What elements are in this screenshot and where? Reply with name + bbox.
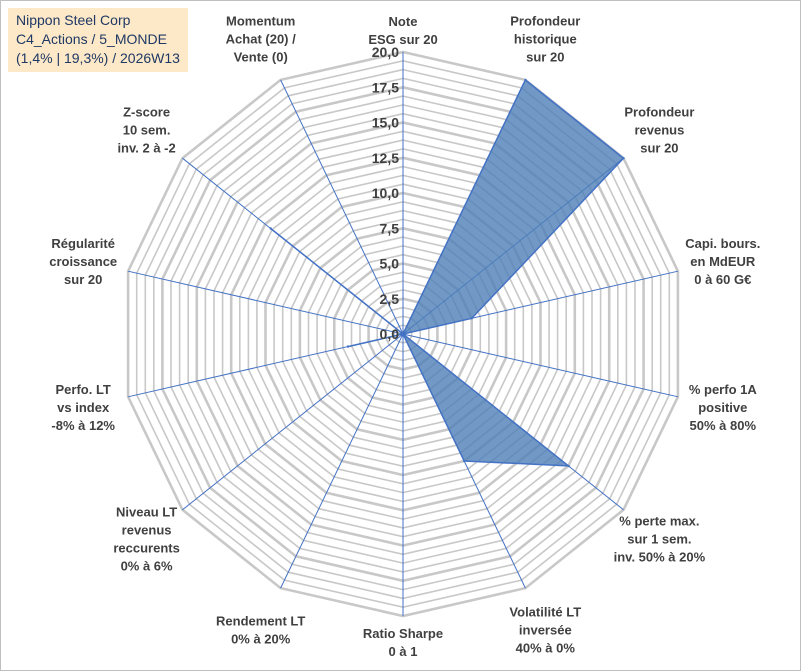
axis-label: Volatilité LT inversée 40% à 0%: [509, 605, 581, 656]
data-point: [463, 459, 466, 463]
spoke-line: [402, 333, 679, 398]
data-point: [470, 317, 473, 320]
tick-label: 10,0: [372, 185, 399, 201]
data-point: [567, 464, 570, 468]
axis-label: Profondeur revenus sur 20: [624, 105, 694, 156]
axis-label: Régularité croissance sur 20: [49, 236, 117, 287]
tick-label: 7,5: [380, 220, 400, 236]
axis-label: Profondeur historique sur 20: [510, 14, 580, 65]
axis-label: Ratio Sharpe 0 à 1: [363, 626, 443, 659]
data-point: [401, 332, 405, 336]
axis-label: % perte max. sur 1 sem. inv. 50% à 20%: [614, 514, 706, 565]
chart-subtitle-stats: (1,4% | 19,3%) / 2026W13: [16, 50, 180, 66]
spoke-line: [182, 333, 404, 511]
axis-label: Perfo. LT vs index -8% à 12%: [51, 382, 115, 433]
axis-label: Note ESG sur 20: [368, 14, 437, 47]
data-point: [346, 345, 350, 348]
chart-title: Nippon Steel Corp: [16, 12, 131, 28]
axis-label: Capi. bours. en MdEUR 0 à 60 G€: [685, 236, 760, 287]
chart-subtitle-category: C4_Actions / 5_MONDE: [16, 31, 167, 47]
spoke-line: [127, 270, 404, 335]
tick-label: 17,5: [372, 79, 399, 95]
spoke-line: [280, 79, 404, 335]
data-series-area: [270, 78, 625, 467]
tick-label: 20,0: [372, 44, 399, 60]
axis-label: % perfo 1A positive 50% à 80%: [689, 382, 758, 433]
tick-label: 15,0: [372, 115, 399, 131]
chart-title-box: Nippon Steel Corp C4_Actions / 5_MONDE (…: [8, 8, 188, 72]
data-point: [524, 78, 527, 82]
tick-label: 12,5: [372, 150, 399, 166]
spoke-line: [280, 333, 404, 589]
axis-label: Niveau LT revenus reccurents 0% à 6%: [113, 505, 179, 574]
tick-label: 2,5: [380, 291, 400, 307]
data-point: [269, 227, 272, 230]
tick-label: 0,0: [380, 326, 400, 342]
axis-label: Z-score 10 sem. inv. 2 à -2: [117, 105, 175, 156]
axis-label: Momentum Achat (20) / Vente (0): [226, 14, 296, 65]
axis-label: Rendement LT 0% à 20%: [216, 614, 305, 647]
tick-label: 5,0: [380, 256, 400, 272]
data-point: [622, 157, 625, 160]
